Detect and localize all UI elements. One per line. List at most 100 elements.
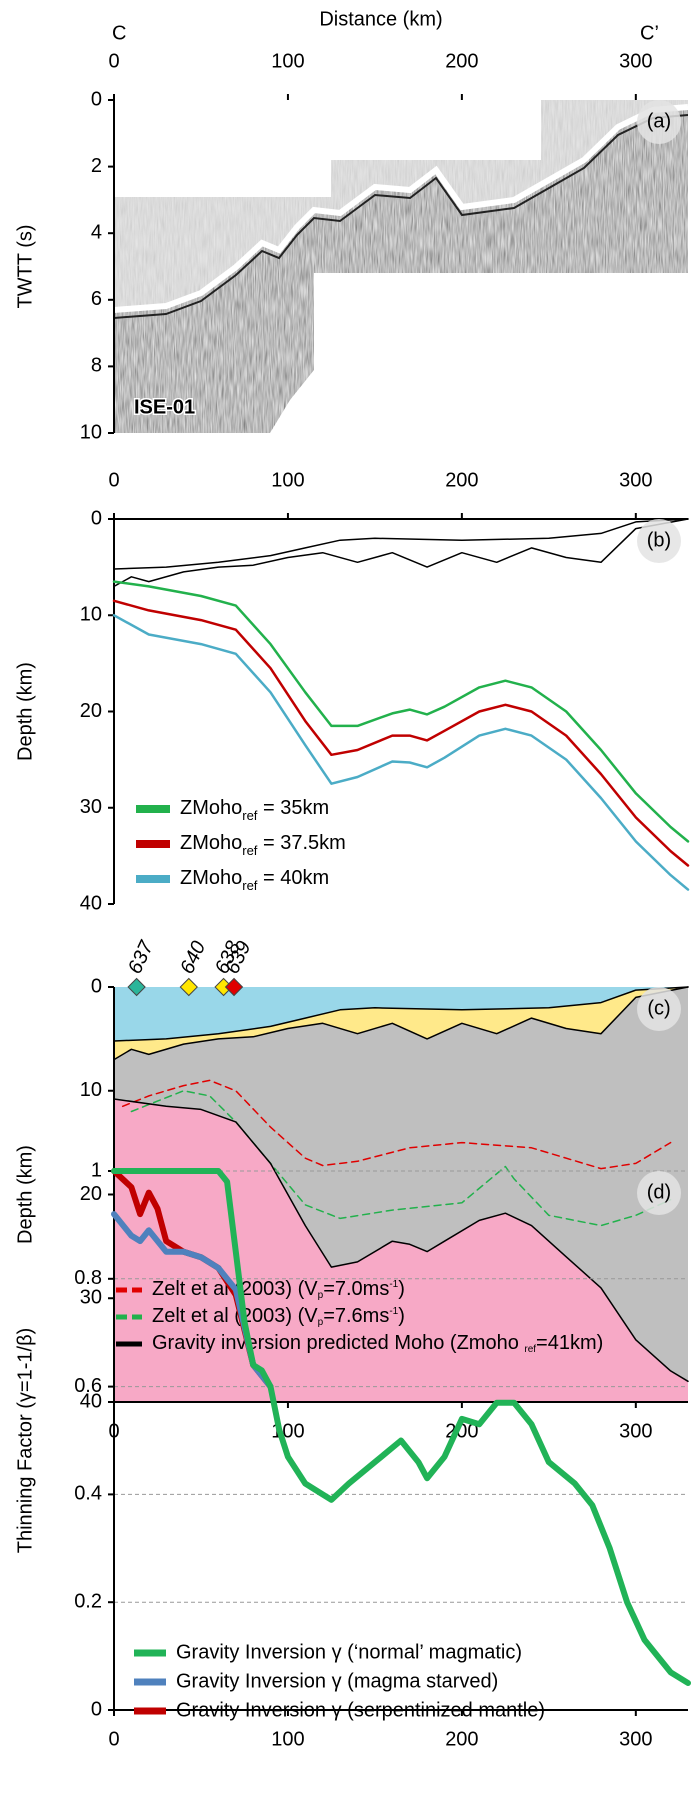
legend-label-part: =41km) xyxy=(536,1332,603,1354)
x-tick-label: 300 xyxy=(619,1420,652,1442)
panel-label: (b) xyxy=(647,529,671,551)
series-line xyxy=(112,614,690,891)
station-marker xyxy=(179,977,198,997)
legend-label-part: ZMoho xyxy=(180,867,242,889)
station-label: 637 xyxy=(124,937,158,977)
y-tick-label: 0.4 xyxy=(74,1483,102,1505)
y-axis-title: Depth (km) xyxy=(14,1145,36,1244)
y-tick-label: 4 xyxy=(91,221,102,243)
legend-label-part: ref xyxy=(242,843,258,858)
series-line xyxy=(130,1090,672,1227)
legend-label-part: -1 xyxy=(389,1306,398,1317)
x-tick-label: 100 xyxy=(271,50,304,72)
legend-label-part: =7.0ms xyxy=(323,1278,389,1300)
series-line xyxy=(111,1168,691,1686)
station-marker xyxy=(214,977,233,997)
legend-label-part: Zelt et al (2003) (V xyxy=(152,1305,318,1327)
y-tick-label: 0 xyxy=(91,507,102,529)
legend-label-part: p xyxy=(318,1317,324,1328)
legend-label: Gravity Inversion γ (magma starved) xyxy=(176,1670,498,1692)
y-tick-label: 30 xyxy=(80,796,102,818)
water-layer xyxy=(114,987,688,1041)
y-tick-label: 1 xyxy=(91,1159,102,1181)
legend-label-part: -1 xyxy=(389,1279,398,1290)
y-tick-label: 0.6 xyxy=(74,1375,102,1397)
legend-label: ZMohoref = 35km xyxy=(180,797,329,823)
legend-label-part: p xyxy=(318,1290,324,1301)
series-line xyxy=(113,1098,689,1383)
x-tick-label: 100 xyxy=(271,1728,304,1750)
legend-label-part: = 40km xyxy=(257,867,329,889)
x-tick-label: 200 xyxy=(445,469,478,491)
legend-label-part: = 37.5km xyxy=(257,832,345,854)
legend-label: Gravity Inversion γ (serpentinized mantl… xyxy=(176,1699,545,1721)
x-tick-label: 300 xyxy=(619,50,652,72)
x-tick-label: 0 xyxy=(108,50,119,72)
series-line xyxy=(113,518,689,570)
x-tick-label: 100 xyxy=(271,469,304,491)
sediment-layer xyxy=(114,987,688,1060)
y-tick-label: 40 xyxy=(80,892,102,914)
panel-label-bg xyxy=(637,100,681,144)
panel-label-bg xyxy=(637,987,681,1031)
y-axis-title: Depth (km) xyxy=(14,662,36,761)
mantle-layer xyxy=(114,1099,688,1402)
station-label: 640 xyxy=(176,938,210,978)
legend-label: Zelt et al (2003) (Vp=7.6ms-1) xyxy=(152,1305,405,1328)
y-tick-label: 10 xyxy=(80,604,102,626)
series-line xyxy=(112,580,690,843)
station-marker xyxy=(224,977,244,997)
x-tick-label: 0 xyxy=(108,1728,119,1750)
legend-label-part: Gravity inversion predicted Moho (Zmoho xyxy=(152,1332,524,1354)
x-tick-label: 300 xyxy=(619,469,652,491)
station-marker xyxy=(127,977,146,997)
panel-label: (a) xyxy=(647,110,671,132)
seismic-image xyxy=(114,100,688,433)
legend-label: Gravity Inversion γ (‘normal’ magmatic) xyxy=(176,1641,522,1663)
y-tick-label: 0.2 xyxy=(74,1590,102,1612)
legend-label: Gravity inversion predicted Moho (Zmoho … xyxy=(152,1332,603,1355)
panel-label: (c) xyxy=(647,997,670,1019)
y-tick-label: 2 xyxy=(91,155,102,177)
y-tick-label: 20 xyxy=(80,1183,102,1205)
y-tick-label: 0 xyxy=(91,975,102,997)
section-end-label: C’ xyxy=(640,22,659,44)
panel-label: (d) xyxy=(647,1181,671,1203)
y-tick-label: 20 xyxy=(80,700,102,722)
y-tick-label: 0.8 xyxy=(74,1267,102,1289)
panel-label-bg xyxy=(637,1171,681,1215)
panel-label-bg xyxy=(637,519,681,563)
legend-label: ZMohoref = 40km xyxy=(180,867,329,893)
y-axis-title: TWTT (s) xyxy=(14,224,36,308)
y-tick-label: 0 xyxy=(91,1698,102,1720)
y-axis-title: Thinning Factor (γ=1-1/β) xyxy=(14,1328,36,1553)
legend-label: ZMohoref = 37.5km xyxy=(180,832,346,858)
x-axis-title: Distance (km) xyxy=(319,8,442,30)
y-tick-label: 40 xyxy=(80,1390,102,1412)
annotation: ISE-01 xyxy=(134,396,195,418)
series-line xyxy=(113,986,689,1042)
legend-label: Zelt et al (2003) (Vp=7.0ms-1) xyxy=(152,1278,405,1301)
legend-label-part: =7.6ms xyxy=(323,1305,389,1327)
series-line xyxy=(113,518,689,588)
legend-label-part: ref xyxy=(242,808,258,823)
legend-label-part: ) xyxy=(398,1278,405,1300)
y-tick-label: 8 xyxy=(91,355,102,377)
x-tick-label: 200 xyxy=(445,1728,478,1750)
y-tick-label: 0 xyxy=(91,88,102,110)
legend-label-part: ref xyxy=(242,878,258,893)
x-tick-label: 200 xyxy=(445,50,478,72)
crust-layer xyxy=(114,987,688,1382)
series-line xyxy=(112,599,690,867)
x-tick-label: 0 xyxy=(108,469,119,491)
legend-label-part: ) xyxy=(398,1305,405,1327)
series-line xyxy=(121,1079,672,1170)
y-tick-label: 10 xyxy=(80,1079,102,1101)
y-tick-label: 6 xyxy=(91,288,102,310)
y-tick-label: 30 xyxy=(80,1287,102,1309)
legend-label-part: ref xyxy=(524,1344,536,1355)
legend-label-part: = 35km xyxy=(257,797,329,819)
y-tick-label: 10 xyxy=(80,421,102,443)
section-end-label: C xyxy=(112,22,126,44)
